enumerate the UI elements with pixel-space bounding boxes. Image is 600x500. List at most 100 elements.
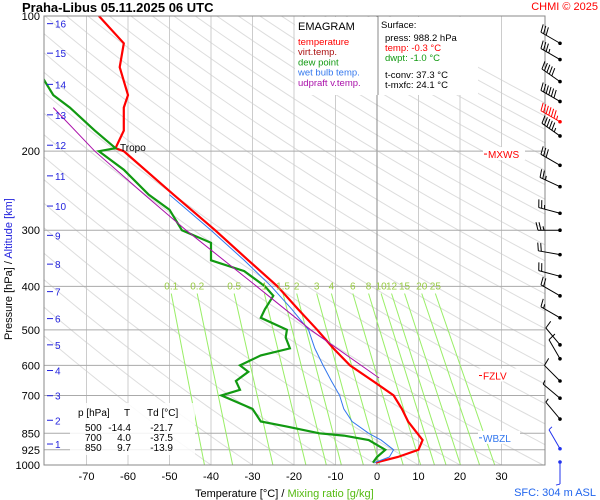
wind-barb-flag — [548, 86, 552, 96]
wind-barb-staff — [539, 176, 561, 188]
wind-barb-half — [542, 380, 546, 385]
wind-barb-flag — [553, 89, 557, 99]
wind-barb — [548, 426, 562, 451]
dry-adiabat — [195, 16, 545, 230]
wind-barb — [545, 398, 562, 421]
dry-adiabat — [109, 16, 545, 295]
pressure-tick-label: 700 — [22, 390, 40, 402]
wind-barb-station — [558, 396, 562, 401]
annotation-bg — [483, 147, 525, 161]
wind-barb-station — [558, 446, 562, 451]
series-wet-bulb-temp- — [169, 194, 395, 464]
wind-barb-flag — [540, 24, 544, 33]
wind-barb-flag — [546, 118, 551, 127]
wind-barb-flag — [541, 61, 546, 70]
wind-barb-flag — [543, 83, 547, 93]
wind-barb — [541, 115, 562, 138]
wind-barb — [544, 358, 562, 383]
mixing-ratio-label: 8 — [366, 282, 372, 293]
wind-barb-flag — [553, 110, 557, 119]
temperature-tick-label: -30 — [245, 471, 261, 483]
x-label-sep: / — [281, 488, 287, 500]
y-label-altitude: Altitude [km] — [3, 198, 15, 259]
wind-barb-half — [545, 398, 549, 403]
wind-barb-flag — [548, 120, 553, 129]
sfc-label: SFC: 304 m ASL — [514, 487, 596, 499]
table-cell: -21.7 — [150, 423, 173, 434]
wind-barb-flag — [548, 107, 552, 116]
dry-adiabat — [238, 16, 545, 200]
wind-barb-flag — [543, 147, 547, 156]
y-label-pressure: Pressure [hPa] — [3, 264, 15, 340]
wind-barb-flag — [545, 105, 549, 114]
wind-barb-station — [558, 41, 562, 46]
wind-barb-flag — [550, 88, 555, 97]
pressure-tick-label: 500 — [22, 325, 40, 337]
wind-barb-staff — [540, 284, 561, 297]
wind-barb — [545, 321, 562, 347]
wind-barb-flag — [551, 67, 556, 77]
wind-barb-station — [558, 134, 562, 138]
wind-barb-staff — [541, 122, 561, 137]
wind-barb-station — [558, 315, 562, 320]
mixing-ratio-label: 1.5 — [276, 282, 290, 293]
temperature-tick-label: -50 — [162, 471, 178, 483]
wind-barb-staff — [540, 306, 561, 319]
wind-barb — [538, 262, 562, 279]
wind-barb-flag — [542, 170, 545, 179]
annotation-fzlv: FZLV — [483, 372, 507, 383]
wind-barb-flag — [550, 108, 555, 117]
dry-adiabat — [44, 71, 545, 405]
table-header: Td [°C] — [147, 408, 178, 419]
wind-barb-flag — [543, 117, 548, 126]
wind-barb — [555, 460, 562, 486]
x-label-mixing: Mixing ratio [g/kg] — [287, 488, 373, 500]
table-header: T — [124, 408, 130, 419]
annotation-wbzl: WBZL — [483, 434, 511, 445]
mixing-ratio-line — [330, 293, 381, 465]
wind-barb-flag — [538, 222, 542, 231]
wind-barb-flag — [543, 104, 547, 113]
x-label-temperature: Temperature [°C] — [195, 488, 281, 500]
temperature-tick-label: -60 — [120, 471, 136, 483]
wind-barb-station — [558, 163, 562, 168]
wind-barb-flag — [545, 85, 549, 94]
wind-barb-staff — [540, 48, 561, 60]
altitude-label: 11 — [55, 172, 66, 183]
table-cell: 4.0 — [117, 433, 131, 444]
dry-adiabat — [216, 16, 545, 215]
wind-barb-staff — [542, 383, 561, 399]
altitude-label: 10 — [55, 202, 67, 213]
wind-barb-flag — [540, 243, 542, 252]
pressure-tick-label: 925 — [22, 445, 40, 457]
wind-barb-flag — [539, 169, 543, 178]
mixing-ratio-label: 3 — [314, 282, 320, 293]
wind-barb-flag — [545, 27, 549, 36]
wind-barb-flag — [540, 146, 544, 155]
mixing-ratio-label: 0.2 — [190, 282, 204, 293]
dry-adiabat — [152, 16, 545, 262]
series-dew-point — [44, 77, 388, 464]
surface-line: temp: -0.3 °C — [385, 43, 441, 54]
temperature-tick-label: -70 — [79, 471, 95, 483]
wind-barb-staff — [548, 429, 561, 449]
wind-barb-flag — [545, 43, 549, 52]
wind-barb-flag — [535, 222, 539, 231]
wind-barb-staff — [540, 153, 561, 166]
dry-adiabat — [44, 52, 545, 385]
mixing-ratio-line — [391, 293, 447, 465]
wind-barb-staff — [538, 250, 561, 256]
altitude-label: 14 — [55, 80, 67, 91]
wind-barb-staff — [544, 365, 561, 382]
wind-barb-station — [558, 228, 562, 233]
temperature-tick-label: 20 — [454, 471, 466, 483]
annotation-mxws: MXWS — [488, 150, 519, 161]
mixing-ratio-line — [421, 293, 481, 465]
temperature-tick-label: 0 — [374, 471, 380, 483]
surface-box — [378, 17, 478, 95]
altitude-label: 8 — [55, 260, 61, 271]
mixing-ratio-label: 4 — [329, 282, 335, 293]
temperature-tick-label: 10 — [412, 471, 424, 483]
plot-area — [44, 16, 545, 465]
